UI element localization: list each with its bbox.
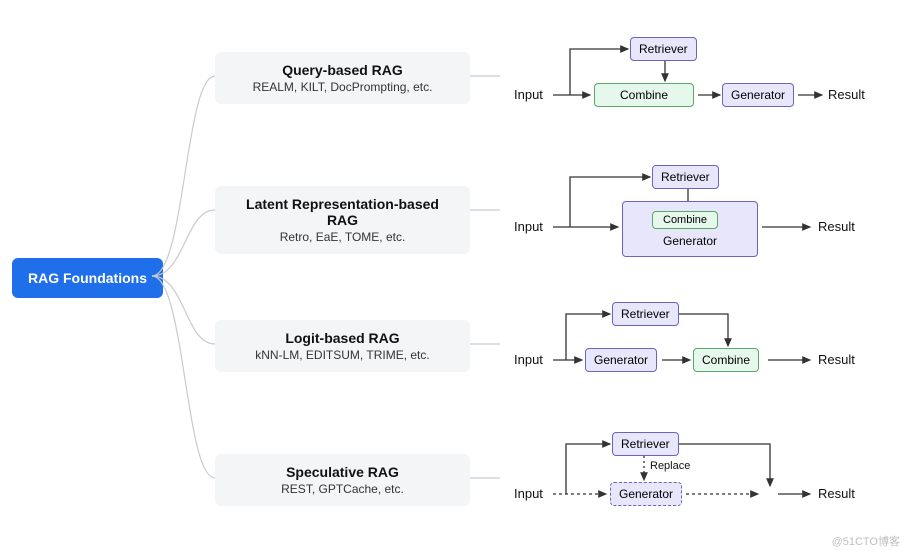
branch-query-based: Query-based RAG REALM, KILT, DocPromptin… bbox=[215, 52, 470, 104]
result-label: Result bbox=[818, 219, 855, 234]
input-label: Input bbox=[514, 486, 543, 501]
branch-title: Latent Representation-based RAG bbox=[229, 196, 456, 228]
branch-speculative: Speculative RAG REST, GPTCache, etc. bbox=[215, 454, 470, 506]
watermark: @51CTO博客 bbox=[832, 533, 900, 549]
generator-node-dashed: Generator bbox=[610, 482, 682, 506]
retriever-node: Retriever bbox=[612, 302, 679, 326]
result-label: Result bbox=[828, 87, 865, 102]
branch-subtitle: REST, GPTCache, etc. bbox=[229, 482, 456, 496]
branch-latent-rep: Latent Representation-based RAG Retro, E… bbox=[215, 186, 470, 254]
combine-node: Combine bbox=[652, 211, 718, 229]
generator-node: Generator bbox=[585, 348, 657, 372]
branch-subtitle: kNN-LM, EDITSUM, TRIME, etc. bbox=[229, 348, 456, 362]
branch-title: Query-based RAG bbox=[229, 62, 456, 78]
diagram-arrows bbox=[510, 290, 880, 400]
combine-node: Combine bbox=[693, 348, 759, 372]
generator-container-node: Generator bbox=[622, 201, 758, 257]
retriever-node: Retriever bbox=[630, 37, 697, 61]
retriever-node: Retriever bbox=[612, 432, 679, 456]
diagram-arrows bbox=[510, 420, 880, 530]
branch-subtitle: Retro, EaE, TOME, etc. bbox=[229, 230, 456, 244]
branch-title: Logit-based RAG bbox=[229, 330, 456, 346]
branch-title: Speculative RAG bbox=[229, 464, 456, 480]
combine-node: Combine bbox=[594, 83, 694, 107]
diagram-speculative: Input Retriever Replace Generator Result bbox=[510, 420, 880, 530]
replace-label: Replace bbox=[650, 460, 690, 472]
input-label: Input bbox=[514, 219, 543, 234]
input-label: Input bbox=[514, 87, 543, 102]
result-label: Result bbox=[818, 352, 855, 367]
branch-logit-based: Logit-based RAG kNN-LM, EDITSUM, TRIME, … bbox=[215, 320, 470, 372]
diagram-latent-rep: Input Retriever Generator Combine Result bbox=[510, 155, 880, 275]
diagram-logit-based: Input Retriever Generator Combine Result bbox=[510, 290, 880, 400]
result-label: Result bbox=[818, 486, 855, 501]
diagram-query-based: Input Retriever Combine Generator Result bbox=[510, 25, 880, 135]
input-label: Input bbox=[514, 352, 543, 367]
branch-subtitle: REALM, KILT, DocPrompting, etc. bbox=[229, 80, 456, 94]
retriever-node: Retriever bbox=[652, 165, 719, 189]
generator-node: Generator bbox=[722, 83, 794, 107]
